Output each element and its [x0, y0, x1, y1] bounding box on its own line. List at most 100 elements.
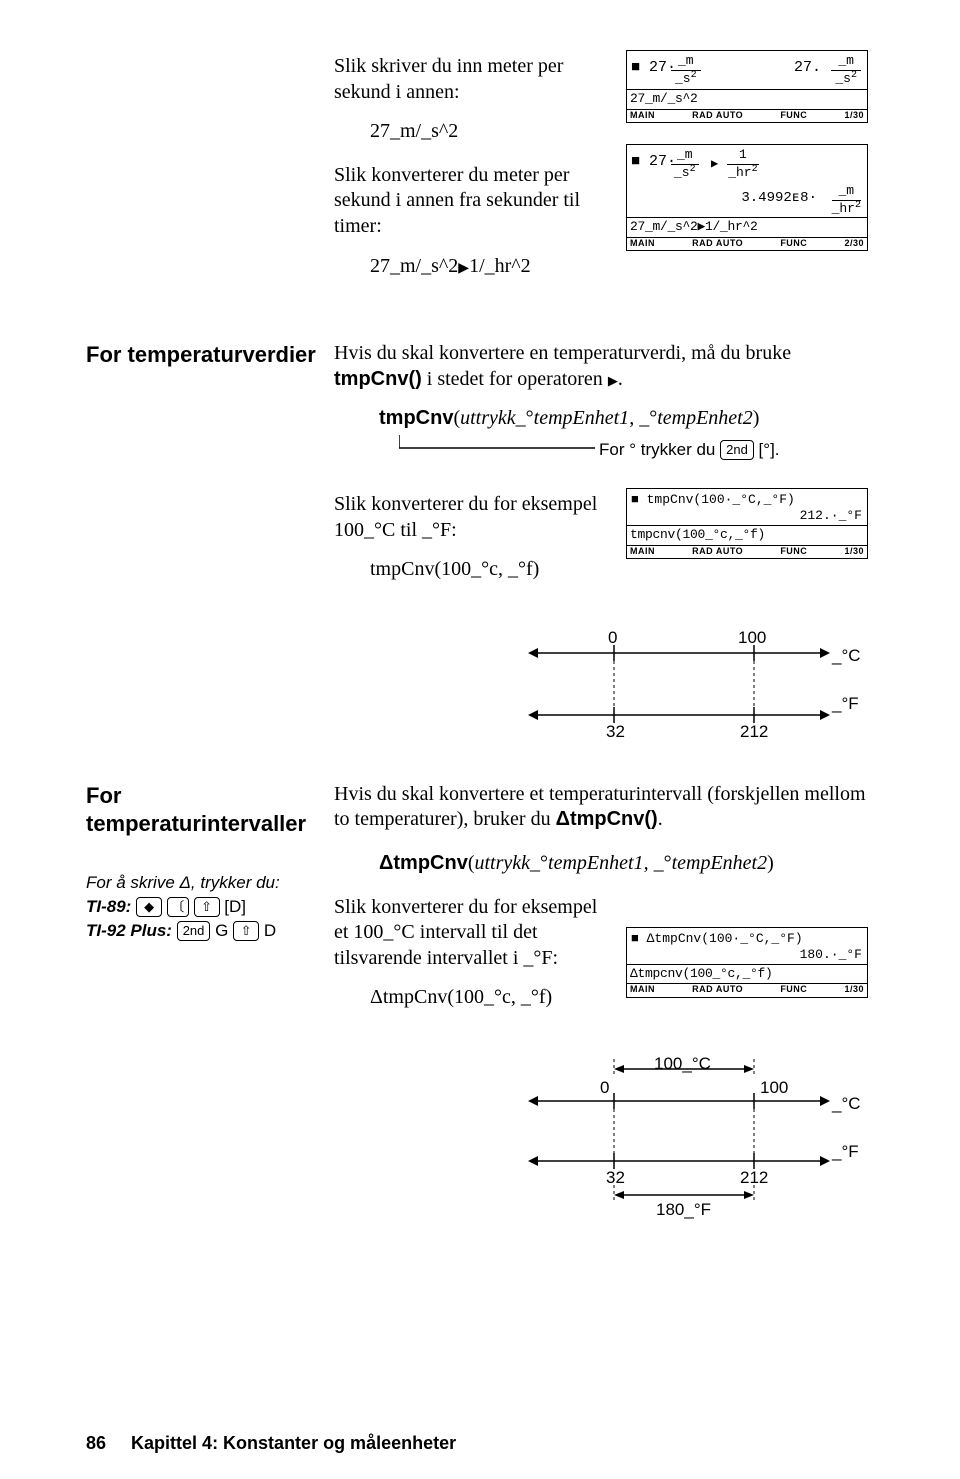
page-footer: 86 Kapittel 4: Konstanter og måleenheter: [86, 1432, 456, 1455]
ti-p2: Slik konverterer du for eksempel et 100_…: [334, 895, 614, 972]
scale1-0: 0: [608, 627, 617, 649]
calc4-sa: MAIN: [630, 984, 655, 996]
ti-syntax-bold: ΔtmpCnv: [379, 852, 468, 874]
ti-code: ΔtmpCnv(100_°c, _°f): [370, 985, 614, 1011]
calc2-resden: _hr: [832, 201, 855, 216]
scale2-0: 0: [600, 1077, 609, 1099]
key-diamond: ◆: [136, 897, 162, 917]
calc3-sc: FUNC: [780, 546, 807, 558]
ti-syntax-b: tempEnhet1: [548, 852, 644, 874]
chapter-title: Kapittel 4: Konstanter og måleenheter: [131, 1433, 456, 1453]
calc3-l2: 212.·_°F: [800, 508, 862, 523]
section1-code2b: 1/_hr^2: [469, 255, 531, 277]
key-shift-up: ⇧: [194, 897, 220, 917]
calc4-sc: FUNC: [780, 984, 807, 996]
scale2-32: 32: [606, 1167, 625, 1189]
tv-syntax-c: , _: [629, 407, 649, 429]
tempvalues-body: Hvis du skal konvertere en temperaturver…: [334, 341, 868, 392]
calc-screenshot-1: ■ 27· _m _s2 27. _m _s2: [626, 50, 868, 123]
ti-note-ti92label: TI-92 Plus:: [86, 921, 172, 940]
tempvalues-body-b: tmpCnv(): [334, 368, 422, 390]
ti-note-ti92mid: G: [215, 921, 228, 940]
tv-syntax-bold: tmpCnv: [379, 407, 453, 429]
calc3-sd: 1/30: [844, 546, 864, 558]
scale2-uf: _°F: [832, 1141, 859, 1163]
tv-p2: Slik konverterer du for eksempel 100_°C …: [334, 492, 614, 543]
tv-syntax-d: tempEnhet2: [657, 407, 753, 429]
scale1-212: 212: [740, 721, 768, 743]
ti-note-ti89label: TI-89:: [86, 897, 131, 916]
ti-body-c: .: [658, 808, 663, 830]
calc1-sd: 1/30: [844, 110, 864, 122]
calc-screenshot-2: ■ 27· _m _s2 ▶ 1 _hr2 3.4992ᴇ8·: [626, 144, 868, 251]
calc4-l2: 180.·_°F: [800, 947, 862, 962]
calc1-lnum: _m: [678, 53, 694, 68]
calc2-sb: RAD AUTO: [692, 238, 743, 250]
scale1-100: 100: [738, 627, 766, 649]
key-2nd-b: 2nd: [177, 921, 211, 941]
calc2-lden: _s: [674, 165, 690, 180]
calc2-resnum: _m: [838, 183, 854, 198]
calc2-sd: 2/30: [844, 238, 864, 250]
ti-note-a: For å skrive Δ, trykker du:: [86, 872, 322, 894]
calc-screenshot-3: ■ tmpCnv(100·_°C,_°F) 212.·_°F tmpcnv(10…: [626, 488, 868, 559]
calc2-resval: 3.4992ᴇ8·: [741, 190, 817, 206]
calc1-right-pre: 27.: [794, 59, 821, 76]
ti-body: Hvis du skal konvertere et temperaturint…: [334, 782, 868, 833]
tv-code: tmpCnv(100_°c, _°f): [370, 557, 614, 583]
temperature-scale-diagram-1: [528, 621, 868, 746]
key-2nd: 2nd: [720, 440, 754, 460]
page-number: 86: [86, 1433, 106, 1453]
section1-code2a: 27_m/_s^2: [370, 255, 458, 277]
calc2-lnum: _m: [677, 147, 693, 162]
scale2-212: 212: [740, 1167, 768, 1189]
section1-p1: Slik skriver du inn meter per sekund i a…: [334, 54, 614, 105]
key-paren: 〔: [167, 897, 189, 917]
calc2-entry: 27_m/_s^2▶1/_hr^2: [627, 218, 867, 237]
calc2-rden: _hr: [728, 165, 751, 180]
calc2-rnum: 1: [739, 147, 747, 162]
calc-screenshot-4: ■ ΔtmpCnv(100·_°C,_°F) 180.·_°F Δtmpcnv(…: [626, 927, 868, 998]
calc4-sd: 1/30: [844, 984, 864, 996]
scale1-uf: _°F: [832, 693, 859, 715]
ti-syntax-a: uttrykk_: [475, 852, 541, 874]
calc1-rden: _s: [835, 71, 851, 86]
scale2-100: 100: [760, 1077, 788, 1099]
scale2-uc: _°C: [832, 1093, 861, 1115]
calc3-l1: tmpCnv(100·_°C,_°F): [647, 492, 795, 507]
ti-syntax-d: tempEnhet2: [672, 852, 768, 874]
tempvalues-body-c: i stedet for operatoren: [422, 368, 608, 390]
tv-syntax-b: tempEnhet1: [534, 407, 630, 429]
calc2-sc: FUNC: [780, 238, 807, 250]
triangle-right-icon: ▶: [608, 373, 618, 388]
ti-body-b: ΔtmpCnv(): [556, 808, 658, 830]
scale1-32: 32: [606, 721, 625, 743]
calc1-lden: _s: [675, 71, 691, 86]
scale1-uc: _°C: [832, 645, 861, 667]
tv-syntax-a: uttrykk_: [460, 407, 526, 429]
heading-temperaturverdier: For temperaturverdier: [86, 341, 322, 369]
triangle-right-icon: ▶: [711, 157, 718, 172]
ti-syntax-c: , _: [644, 852, 664, 874]
tv-note-a: For ° trykker du: [599, 440, 720, 459]
scale2-topspan: 100_°C: [654, 1053, 711, 1075]
calc3-sa: MAIN: [630, 546, 655, 558]
calc1-entry: 27_m/_s^2: [627, 90, 867, 109]
section1-p2: Slik konverterer du meter per sekund i a…: [334, 163, 614, 240]
tv-note-b: [°].: [759, 440, 780, 459]
calc3-entry: tmpcnv(100_°c,_°f): [627, 526, 867, 545]
calc2-sa: MAIN: [630, 238, 655, 250]
calc4-sb: RAD AUTO: [692, 984, 743, 996]
calc1-rnum: _m: [838, 53, 854, 68]
tempvalues-body-a: Hvis du skal konvertere en temperaturver…: [334, 342, 791, 364]
ti-note-ti89end: [D]: [224, 897, 246, 916]
section1-code1: 27_m/_s^2: [370, 119, 614, 145]
scale2-botspan: 180_°F: [656, 1199, 711, 1221]
heading-temperaturintervaller: For temperaturintervaller: [86, 782, 322, 838]
calc1-sa: MAIN: [630, 110, 655, 122]
calc4-entry: Δtmpcnv(100_°c,_°f): [627, 965, 867, 984]
calc1-sc: FUNC: [780, 110, 807, 122]
ti-note-ti92end: D: [264, 921, 276, 940]
calc1-sb: RAD AUTO: [692, 110, 743, 122]
key-shift-up-b: ⇧: [233, 921, 259, 941]
